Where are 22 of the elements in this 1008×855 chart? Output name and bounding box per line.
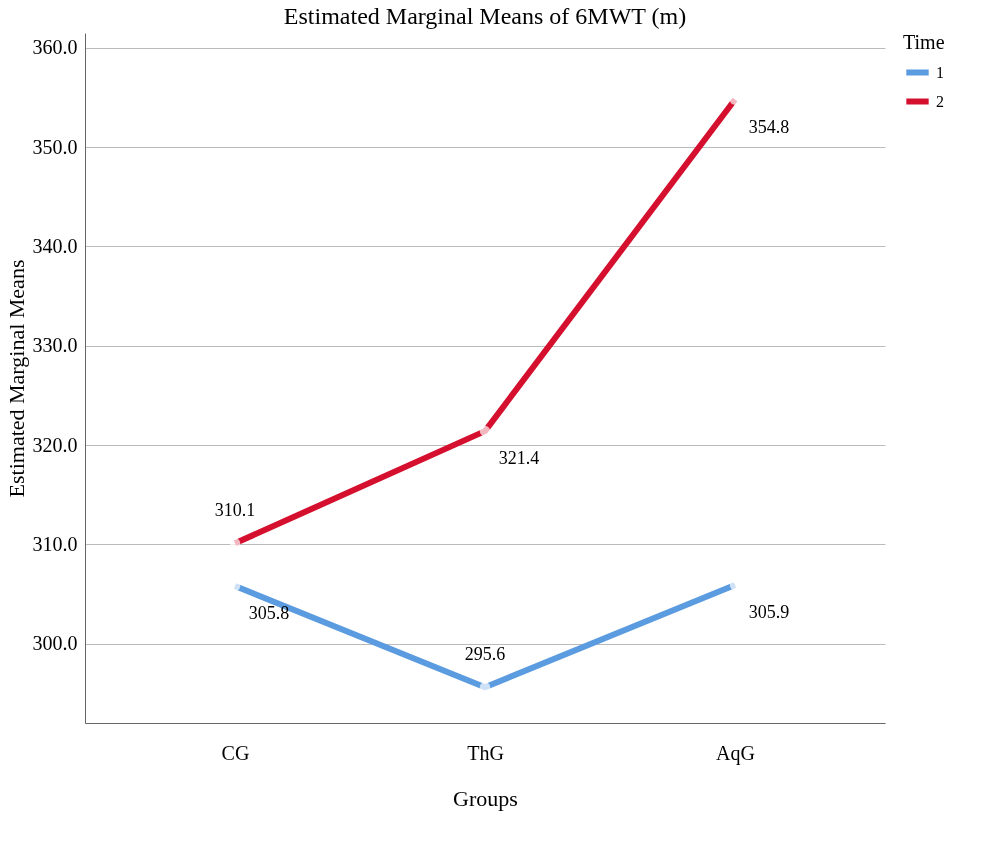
chart-title: Estimated Marginal Means of 6MWT (m) [283,3,687,29]
y-axis-title: Estimated Marginal Means [3,259,29,498]
data-label: 305.8 [248,602,290,623]
y-tick-label: 300.0 [32,632,78,655]
data-label: 295.6 [464,644,506,665]
y-tick-label: 360.0 [32,36,78,59]
legend-label: 2 [936,92,944,110]
data-label: 354.8 [748,116,790,137]
y-tick-label: 340.0 [32,234,78,257]
y-tick-label: 320.0 [32,433,78,456]
x-tick-label: ThG [467,741,504,764]
x-tick-label: CG [221,741,250,764]
y-tick-label: 330.0 [32,334,78,357]
y-tick-label: 310.0 [32,532,78,555]
y-tick-label: 350.0 [32,135,78,158]
x-axis-title: Groups [453,785,518,811]
legend-title: Time [903,31,945,53]
data-label: 305.9 [748,602,790,622]
data-label: 310.1 [214,500,256,521]
x-tick-label: AqG [716,741,755,765]
legend-label: 1 [936,63,944,81]
data-label: 321.4 [498,448,540,469]
